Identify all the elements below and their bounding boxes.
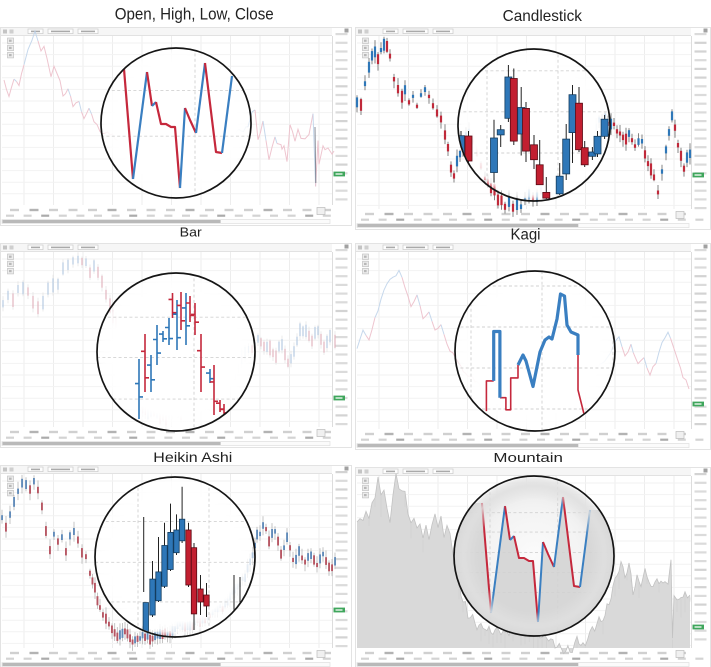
svg-text:Candlestick: Candlestick [503,8,582,25]
svg-text:Bar: Bar [180,225,203,240]
svg-text:Heikin Ashi: Heikin Ashi [153,450,232,465]
svg-text:Mountain: Mountain [493,450,563,465]
svg-text:Kagi: Kagi [511,227,541,244]
svg-text:Open, High, Low, Close: Open, High, Low, Close [115,4,274,23]
